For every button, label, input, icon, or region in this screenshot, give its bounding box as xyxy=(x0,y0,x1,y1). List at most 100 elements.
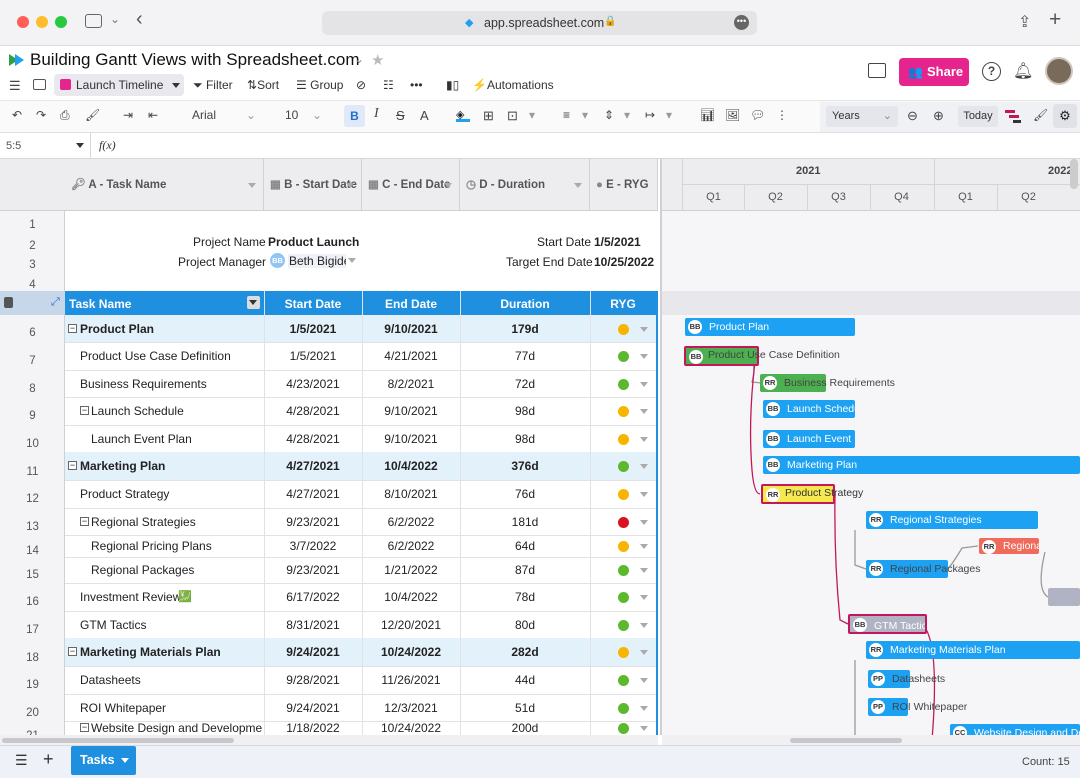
end-date-cell[interactable]: 4/21/2021 xyxy=(384,349,438,363)
start-date-cell[interactable]: 1/18/2022 xyxy=(286,721,340,735)
row-number[interactable]: 19 xyxy=(26,679,39,691)
chevron-down-icon[interactable]: ⌄ xyxy=(110,12,121,26)
row-number[interactable]: 6 xyxy=(29,327,36,339)
duration-cell[interactable]: 64d xyxy=(514,539,536,553)
align-left-icon[interactable]: ≡ xyxy=(563,108,571,122)
row-number[interactable]: 11 xyxy=(26,466,39,478)
star-icon[interactable]: ★ xyxy=(371,52,385,69)
end-date-cell[interactable]: 6/2/2022 xyxy=(387,515,435,529)
duration-cell[interactable]: 87d xyxy=(514,563,536,577)
row-number[interactable]: 12 xyxy=(26,493,39,505)
group-button[interactable]: ☰ Group xyxy=(296,74,343,96)
task-name-cell[interactable]: Business Requirements xyxy=(80,377,207,391)
column-header-duration[interactable]: ◷ D - Duration xyxy=(460,159,590,211)
project-name-value[interactable]: Product Launch xyxy=(268,235,360,249)
start-date-cell[interactable]: 4/28/2021 xyxy=(286,404,340,418)
row-number[interactable]: 1 xyxy=(29,219,36,231)
end-date-cell[interactable]: 9/10/2021 xyxy=(384,322,438,336)
row-number[interactable]: 8 xyxy=(29,383,36,395)
end-date-cell[interactable]: 6/2/2022 xyxy=(387,539,435,553)
end-date-cell[interactable]: 10/24/2022 xyxy=(380,645,442,659)
function-icon[interactable]: f(x) xyxy=(99,138,116,152)
sheet-tab-tasks[interactable]: Tasks xyxy=(71,746,136,775)
start-date-cell[interactable]: 4/27/2021 xyxy=(286,459,340,473)
help-icon[interactable]: ? xyxy=(982,62,1001,81)
font-family-select[interactable]: Arial xyxy=(192,108,216,122)
start-date-cell[interactable]: 6/17/2022 xyxy=(286,590,340,604)
gantt-bar[interactable]: BB Marketing Plan xyxy=(763,456,1080,474)
redo-icon[interactable]: ↷ xyxy=(36,108,47,122)
duration-cell[interactable]: 282d xyxy=(511,645,539,659)
hide-fields-icon[interactable]: ⊘ xyxy=(356,78,367,92)
duration-cell[interactable]: 376d xyxy=(511,459,539,473)
end-date-cell[interactable]: 8/10/2021 xyxy=(384,487,438,501)
task-name-cell[interactable]: Regional Pricing Plans xyxy=(91,539,212,553)
duration-cell[interactable]: 72d xyxy=(514,377,536,391)
merge-dropdown-icon[interactable]: ▾ xyxy=(529,108,536,122)
duration-cell[interactable]: 77d xyxy=(514,349,536,363)
row-number[interactable]: 10 xyxy=(26,438,39,450)
status-dot[interactable] xyxy=(618,620,629,631)
borders-icon[interactable]: ⊞ xyxy=(483,108,494,123)
chart-view-icon[interactable]: ▮▯ xyxy=(446,78,460,92)
start-date-cell[interactable]: 4/27/2021 xyxy=(286,487,340,501)
timescale-select[interactable]: Years ⌄ xyxy=(826,106,898,127)
back-icon[interactable]: ‹ xyxy=(136,8,143,30)
start-date-cell[interactable]: 3/7/2022 xyxy=(289,539,337,553)
column-header-task-name[interactable]: 🔑︎ A - Task Name xyxy=(65,159,264,211)
status-dot[interactable] xyxy=(618,351,629,362)
print-icon[interactable]: ⎙ xyxy=(60,108,70,122)
duration-cell[interactable]: 51d xyxy=(514,701,536,715)
text-wrap-icon[interactable]: ↦ xyxy=(645,108,656,122)
collapse-subgroup-icon[interactable]: − xyxy=(80,722,89,732)
start-date-cell[interactable]: 1/5/2021 xyxy=(289,349,337,363)
automations-button[interactable]: ⚡Automations xyxy=(472,74,554,96)
row-number[interactable]: 15 xyxy=(26,569,39,581)
view-selector-button[interactable]: Launch Timeline xyxy=(54,74,184,96)
status-dot[interactable] xyxy=(618,324,629,335)
zoom-window-icon[interactable] xyxy=(55,16,67,28)
task-name-cell[interactable]: Investment Review xyxy=(80,590,182,604)
more-icon[interactable]: ••• xyxy=(734,15,749,30)
task-name-cell[interactable]: Marketing Plan xyxy=(80,459,166,473)
duration-cell[interactable]: 179d xyxy=(511,322,539,336)
duration-cell[interactable]: 200d xyxy=(511,721,539,735)
end-date-cell[interactable]: 10/24/2022 xyxy=(380,721,442,735)
document-title[interactable]: Building Gantt Views with Spreadsheet.co… xyxy=(30,50,360,69)
share-page-icon[interactable]: ⇪ xyxy=(1018,14,1032,31)
status-dot[interactable] xyxy=(618,592,629,603)
end-date-cell[interactable]: 8/2/2021 xyxy=(387,377,435,391)
grid-horizontal-scrollbar[interactable] xyxy=(2,738,234,743)
start-date-cell[interactable]: 9/24/2021 xyxy=(286,701,340,715)
duration-cell[interactable]: 98d xyxy=(514,404,536,418)
gantt-bar[interactable]: PP xyxy=(868,670,910,688)
task-name-cell[interactable]: Datasheets xyxy=(80,673,141,687)
gantt-horizontal-scrollbar[interactable] xyxy=(790,738,902,743)
gantt-bar[interactable] xyxy=(1048,588,1080,606)
duration-cell[interactable]: 76d xyxy=(514,487,536,501)
status-dot[interactable] xyxy=(618,461,629,472)
end-date-cell[interactable]: 9/10/2021 xyxy=(384,404,438,418)
zoom-in-icon[interactable]: ⊕ xyxy=(933,108,944,123)
row-number[interactable]: 3 xyxy=(29,259,36,271)
column-header-end-date[interactable]: ▦ C - End Date xyxy=(362,159,460,211)
gantt-bar[interactable]: RR Regional Pricing Plans xyxy=(979,538,1039,554)
status-dot[interactable] xyxy=(618,703,629,714)
status-dot[interactable] xyxy=(618,723,629,734)
gantt-bar[interactable]: PP xyxy=(868,698,908,716)
duration-cell[interactable]: 98d xyxy=(514,432,536,446)
font-dropdown-icon[interactable]: ⌄ xyxy=(246,108,257,122)
task-name-cell[interactable]: Product Strategy xyxy=(80,487,170,501)
notifications-bell-icon[interactable]: 🔔︎ xyxy=(1013,63,1034,80)
valign-dropdown-icon[interactable]: ▾ xyxy=(624,108,631,122)
text-color-button[interactable]: A xyxy=(420,108,429,123)
project-manager-value[interactable]: Beth Bigide xyxy=(288,254,346,268)
row-number[interactable]: 17 xyxy=(26,624,39,636)
status-dot[interactable] xyxy=(618,517,629,528)
gantt-settings-icon[interactable]: ⚙ xyxy=(1053,104,1077,128)
gantt-bar[interactable]: RR Regional Strategies xyxy=(866,511,1038,529)
task-name-cell[interactable]: Marketing Materials Plan xyxy=(80,645,221,659)
panel-icon[interactable] xyxy=(33,79,46,90)
row-height-icon[interactable]: ☷ xyxy=(383,78,394,92)
end-date-cell[interactable]: 10/4/2022 xyxy=(384,590,438,604)
